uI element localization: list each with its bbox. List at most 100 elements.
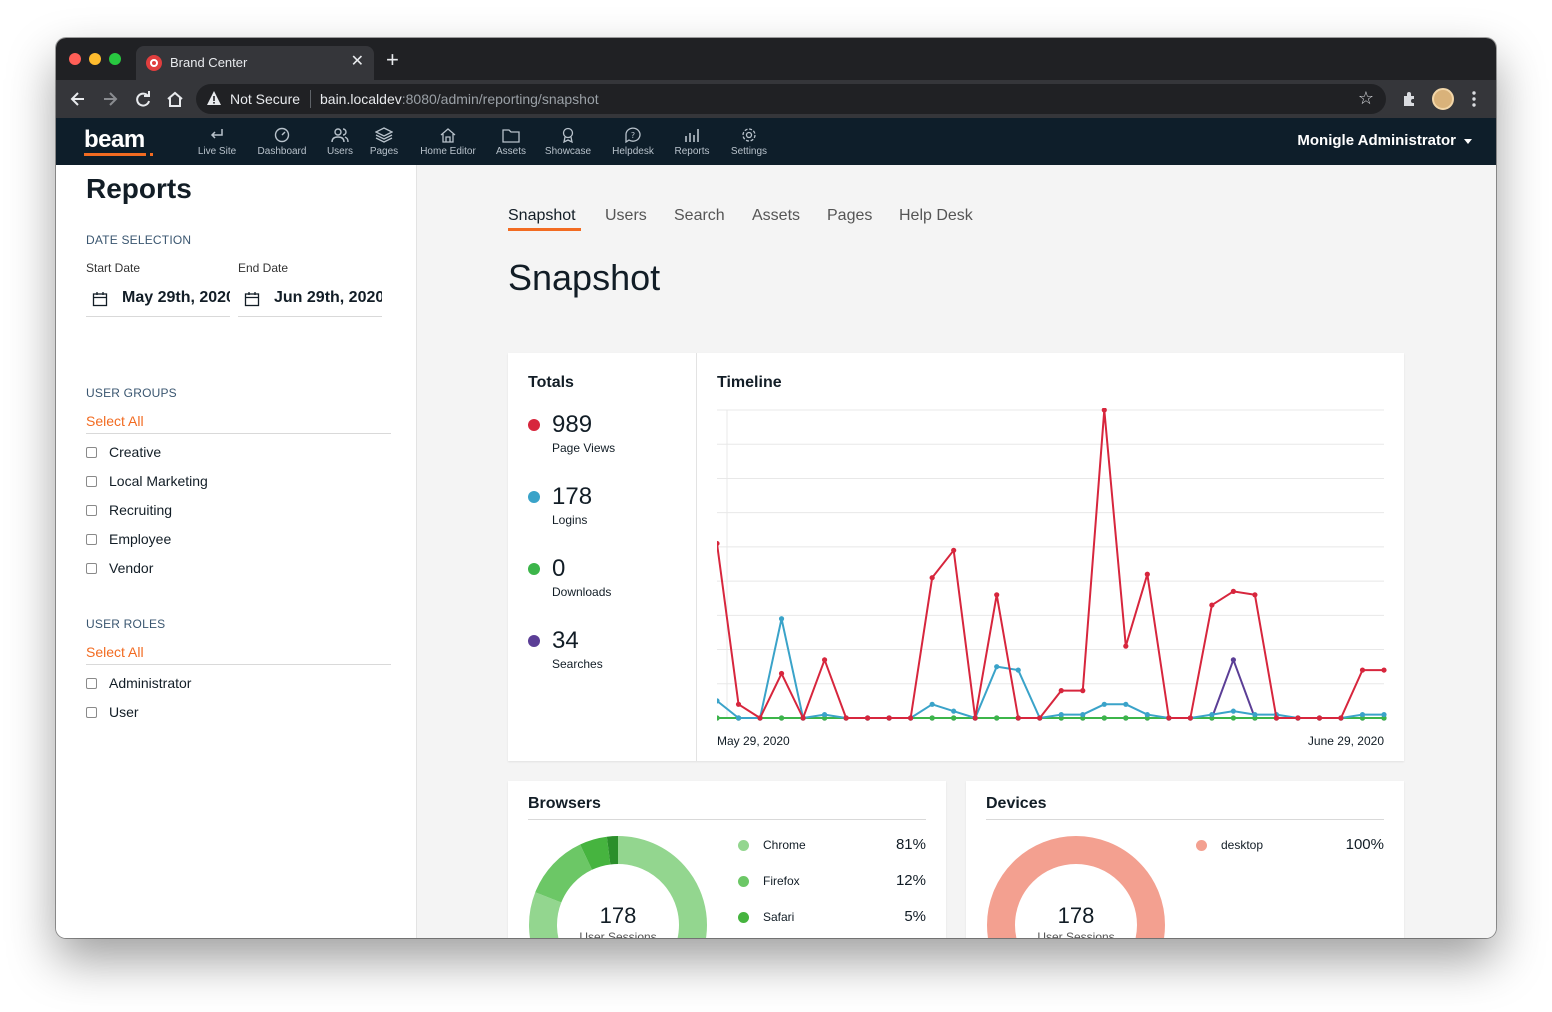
data-point[interactable] <box>994 664 1000 670</box>
data-point[interactable] <box>929 575 935 581</box>
data-point[interactable] <box>778 715 785 721</box>
role-checkbox-administrator[interactable]: Administrator <box>86 675 191 691</box>
tab-snapshot[interactable]: Snapshot <box>508 207 576 224</box>
data-point[interactable] <box>1209 711 1215 718</box>
user-menu[interactable]: Monigle Administrator <box>1297 132 1472 149</box>
data-point[interactable] <box>951 547 957 553</box>
data-point[interactable] <box>717 715 720 721</box>
checkbox-icon[interactable] <box>86 707 97 718</box>
data-point[interactable] <box>1252 592 1258 598</box>
group-checkbox-vendor[interactable]: Vendor <box>86 560 153 576</box>
start-date-input[interactable]: May 29th, 2020 <box>86 285 230 317</box>
bookmark-star-icon[interactable]: ☆ <box>1357 88 1374 108</box>
data-point[interactable] <box>843 715 849 721</box>
data-point[interactable] <box>1123 715 1129 721</box>
nav-helpdesk[interactable]: ? Helpdesk <box>607 127 659 157</box>
group-checkbox-employee[interactable]: Employee <box>86 531 171 547</box>
data-point[interactable] <box>778 616 785 622</box>
data-point[interactable] <box>1381 667 1387 673</box>
tab-users[interactable]: Users <box>605 207 647 224</box>
data-point[interactable] <box>1123 701 1129 707</box>
roles-select-all-link[interactable]: Select All <box>86 644 144 660</box>
data-point[interactable] <box>951 715 957 721</box>
reload-icon[interactable] <box>131 89 155 109</box>
back-arrow-icon[interactable] <box>66 89 90 109</box>
data-point[interactable] <box>1359 711 1366 718</box>
data-point[interactable] <box>1123 643 1129 649</box>
role-checkbox-user[interactable]: User <box>86 704 139 720</box>
data-point[interactable] <box>1101 408 1107 413</box>
data-point[interactable] <box>994 715 1000 721</box>
data-point[interactable] <box>717 698 720 704</box>
tab-search[interactable]: Search <box>674 207 725 224</box>
close-window-button[interactable] <box>69 53 81 65</box>
extensions-puzzle-icon[interactable] <box>1401 90 1419 108</box>
beam-logo[interactable]: beam <box>84 126 145 153</box>
tab-pages[interactable]: Pages <box>827 207 873 224</box>
data-point[interactable] <box>1058 711 1064 718</box>
nav-showcase[interactable]: Showcase <box>540 127 596 157</box>
data-point[interactable] <box>951 708 957 714</box>
nav-pages[interactable]: Pages <box>366 127 402 157</box>
checkbox-icon[interactable] <box>86 505 97 516</box>
groups-select-all-link[interactable]: Select All <box>86 413 144 429</box>
data-point[interactable] <box>1230 708 1236 714</box>
tab-assets[interactable]: Assets <box>752 207 801 224</box>
profile-avatar[interactable] <box>1432 88 1454 110</box>
data-point[interactable] <box>717 540 720 547</box>
data-point[interactable] <box>1144 571 1150 577</box>
new-tab-button[interactable]: + <box>386 47 399 72</box>
nav-live-site[interactable]: Live Site <box>193 127 241 157</box>
data-point[interactable] <box>1209 602 1215 608</box>
forward-arrow-icon[interactable] <box>98 89 122 109</box>
checkbox-icon[interactable] <box>86 476 97 487</box>
checkbox-icon[interactable] <box>86 678 97 689</box>
data-point[interactable] <box>1080 711 1086 718</box>
data-point[interactable] <box>800 715 806 721</box>
data-point[interactable] <box>1381 711 1387 718</box>
data-point[interactable] <box>1338 715 1344 721</box>
checkbox-icon[interactable] <box>86 534 97 545</box>
data-point[interactable] <box>1187 715 1193 721</box>
data-point[interactable] <box>1230 588 1236 594</box>
group-checkbox-local-marketing[interactable]: Local Marketing <box>86 473 208 489</box>
data-point[interactable] <box>735 715 742 721</box>
data-point[interactable] <box>735 701 742 707</box>
data-point[interactable] <box>1037 715 1043 721</box>
data-point[interactable] <box>929 715 935 721</box>
nav-settings[interactable]: Settings <box>726 127 772 157</box>
data-point[interactable] <box>1230 657 1236 663</box>
tab-help-desk[interactable]: Help Desk <box>899 207 973 224</box>
maximize-window-button[interactable] <box>109 53 121 65</box>
nav-home-editor[interactable]: Home Editor <box>413 127 483 157</box>
nav-reports[interactable]: Reports <box>670 127 714 157</box>
donut-slice-safari[interactable] <box>580 836 611 871</box>
kebab-menu-icon[interactable] <box>1468 90 1480 108</box>
end-date-input[interactable]: Jun 29th, 2020 <box>238 285 382 317</box>
data-point[interactable] <box>778 670 785 677</box>
data-point[interactable] <box>994 592 1000 598</box>
data-point[interactable] <box>1058 688 1064 694</box>
minimize-window-button[interactable] <box>89 53 101 65</box>
nav-users[interactable]: Users <box>322 127 358 157</box>
data-point[interactable] <box>821 711 828 718</box>
data-point[interactable] <box>886 715 892 721</box>
data-point[interactable] <box>1101 701 1107 707</box>
data-point[interactable] <box>1144 711 1150 718</box>
data-point[interactable] <box>908 715 914 721</box>
data-point[interactable] <box>1166 715 1172 721</box>
data-point[interactable] <box>1316 715 1323 721</box>
donut-slice-firefox[interactable] <box>535 844 593 904</box>
data-point[interactable] <box>757 715 763 721</box>
donut-slice-chrome[interactable] <box>529 836 707 938</box>
data-point[interactable] <box>1101 715 1107 721</box>
data-point[interactable] <box>1359 667 1366 673</box>
home-browser-icon[interactable] <box>163 89 187 109</box>
data-point[interactable] <box>865 715 871 721</box>
checkbox-icon[interactable] <box>86 563 97 574</box>
data-point[interactable] <box>1015 715 1021 721</box>
donut-slice-desktop[interactable] <box>987 836 1165 938</box>
data-point[interactable] <box>1015 667 1021 673</box>
donut-slice-ie[interactable] <box>606 836 619 865</box>
checkbox-icon[interactable] <box>86 447 97 458</box>
